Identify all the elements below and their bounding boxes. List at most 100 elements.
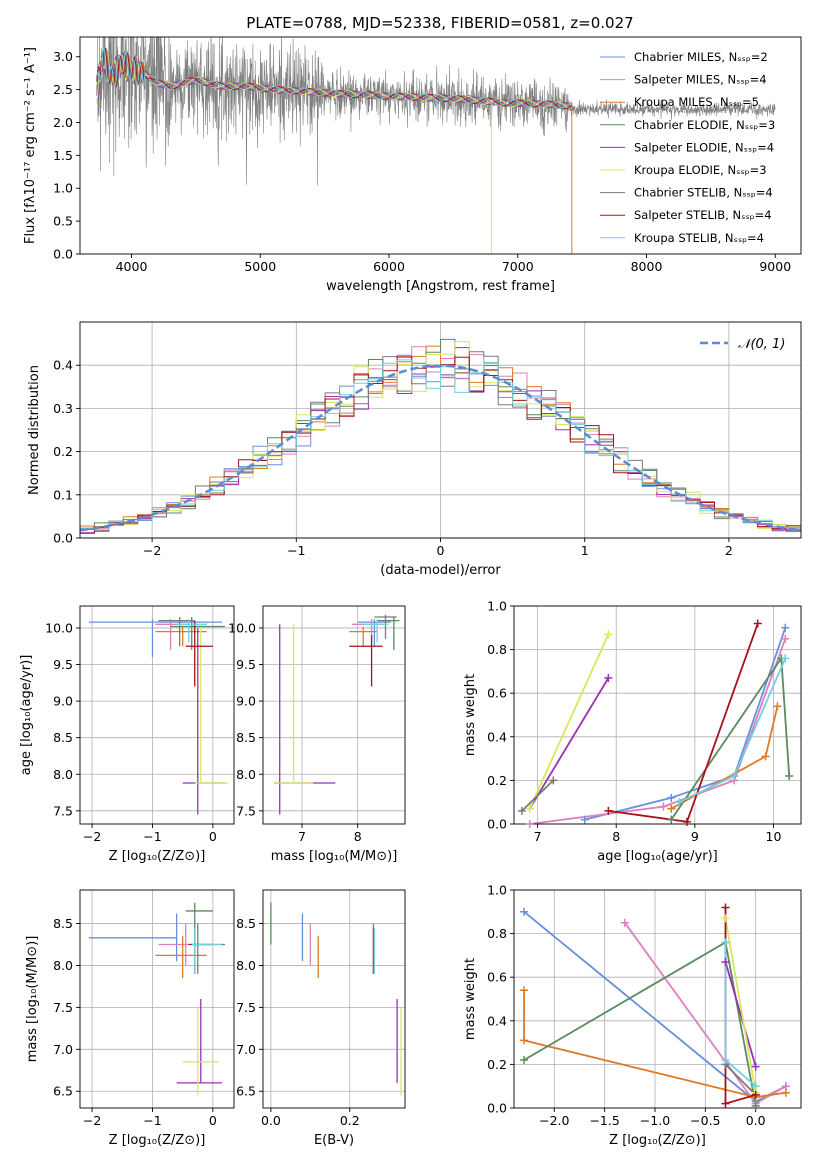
spectrum-xlabel: wavelength [Angstrom, rest frame] <box>326 279 555 294</box>
mass-weight-marker <box>580 815 589 824</box>
mass_vs_Z-ytick-label: 7.0 <box>53 1042 73 1057</box>
legend-entry: Kroupa ELODIE, Nₛₛₚ=3 <box>634 163 767 177</box>
mass_vs_Z-plot-area <box>89 902 225 1096</box>
age_vs_Z-ytick-label: 8.0 <box>53 767 73 782</box>
weight_vs_age-panel: 7 8 9 10 0.0 0.2 0.4 0.6 0.8 1.0 age [log₁₀(age/yr… <box>463 599 802 864</box>
spectrum-plot-area <box>96 37 776 254</box>
legend-entry: Salpeter MILES, Nₛₛₚ=4 <box>634 73 767 87</box>
weight_vs_age-ytick-label: 0.0 <box>487 817 507 832</box>
mass_vs_ebv-ytick-label: 8.5 <box>236 916 256 931</box>
age_vs_mass-ytick-label: 9.0 <box>236 694 256 709</box>
weight_vs_age-plot-area <box>521 623 791 824</box>
age_vs_mass-frame <box>262 605 406 825</box>
weight_vs_age-xlabel: age [log₁₀(age/yr)] <box>597 849 718 864</box>
weight_vs_age-ylabel: mass weight <box>463 674 478 756</box>
mass-weight-marker <box>604 630 613 639</box>
spectrum-ytick-label: 2.0 <box>53 115 73 130</box>
age_vs_Z-xlabel: Z [log₁₀(Z/Z⊙)] <box>109 849 206 864</box>
spectrum-ytick-label: 0.0 <box>53 247 73 262</box>
model-spectrum-line-4 <box>96 52 573 109</box>
age_vs_Z-ytick-label: 9.5 <box>53 657 73 672</box>
legend-entry: Chabrier ELODIE, Nₛₛₚ=3 <box>634 118 775 132</box>
legend-entry: Kroupa MILES, Nₛₛₚ=5 <box>634 95 759 109</box>
spectrum-xtick-label: 4000 <box>116 259 148 274</box>
residual_histogram-ylabel: Normed distribution <box>27 365 42 495</box>
spectrum-panel: 4000 5000 6000 7000 8000 9000 0.0 0.5 1.0 1.5 2.0 2… <box>23 36 802 294</box>
mass-weight-marker <box>667 815 676 824</box>
weight_vs_Z-xlabel: Z [log₁₀(Z/Z⊙)] <box>609 1133 706 1148</box>
mass-weight-marker <box>721 1056 730 1065</box>
mass-weight-line <box>528 633 610 810</box>
mass-weight-line <box>670 655 791 821</box>
mass-weight-marker <box>785 772 794 781</box>
weight_vs_Z-xtick-label: −0.5 <box>690 1113 720 1128</box>
mass-weight-marker <box>520 986 529 995</box>
weight_vs_Z-panel: −2.0 −1.5 −1.0 −0.5 0.0 0.0 0.2 0.4 0.6 0.8 1.0 Z [… <box>463 883 802 1148</box>
age_vs_Z-ytick-label: 8.5 <box>53 730 73 745</box>
mass-weight-marker <box>773 702 782 711</box>
weight_vs_age-xtick-label: 9 <box>691 829 699 844</box>
mass-weight-marker <box>675 798 684 807</box>
mass_vs_Z-xlabel: Z [log₁₀(Z/Z⊙)] <box>109 1133 206 1148</box>
mass-weight-marker <box>721 938 730 947</box>
legend-entry: 𝒩(0, 1) <box>738 337 785 352</box>
mass-weight-line <box>521 779 554 812</box>
mass-weight-line <box>670 706 779 810</box>
mass-weight-marker <box>753 619 762 628</box>
mass-weight-line <box>523 990 787 1099</box>
residual_histogram-plot-area <box>80 338 801 538</box>
residual_histogram-xtick-label: −1 <box>287 543 305 558</box>
age_vs_mass-ytick-label: 8.5 <box>236 730 256 745</box>
mass_vs_Z-xtick-label: −1 <box>143 1113 161 1128</box>
mass_vs_Z-xtick-label: −2 <box>83 1113 101 1128</box>
weight_vs_Z-xtick-label: −1.5 <box>589 1113 619 1128</box>
mass-weight-marker <box>520 907 529 916</box>
weight_vs_Z-ytick-label: 0.0 <box>487 1101 507 1116</box>
mass-weight-marker <box>730 772 739 781</box>
age_vs_mass-ytick-label: 8.0 <box>236 767 256 782</box>
mass-weight-marker <box>781 634 790 643</box>
age_vs_Z-ytick-label: 7.5 <box>53 803 73 818</box>
weight_vs_age-ytick-label: 0.8 <box>487 642 507 657</box>
weight_vs_age-ytick-label: 0.2 <box>487 773 507 788</box>
model-spectrum-line-7 <box>96 47 573 110</box>
residual_histogram-ytick-label: 0.3 <box>53 401 73 416</box>
residual_histogram-ytick-label: 0.2 <box>53 444 73 459</box>
mass-weight-marker <box>659 802 668 811</box>
spectrum-xtick-label: 5000 <box>244 259 276 274</box>
residual_histogram-xtick-label: −2 <box>143 543 161 558</box>
spectrum-ytick-label: 2.5 <box>53 82 73 97</box>
mass-weight-marker <box>525 804 534 813</box>
mass_vs_Z-frame <box>79 889 235 1109</box>
legend-entry: Kroupa STELIB, Nₛₛₚ=4 <box>634 231 764 245</box>
weight_vs_age-xtick-label: 8 <box>612 829 620 844</box>
mass_vs_ebv-plot-area <box>270 902 402 1096</box>
weight_vs_age-xtick-label: 7 <box>534 829 542 844</box>
weight_vs_Z-xtick-label: −1.0 <box>640 1113 670 1128</box>
mass_vs_Z-ytick-label: 7.5 <box>53 1000 73 1015</box>
residual_histogram-ytick-label: 0.4 <box>53 358 73 373</box>
weight_vs_Z-frame <box>513 889 802 1109</box>
mass-weight-marker <box>721 1099 730 1108</box>
legend-entry: Salpeter ELODIE, Nₛₛₚ=4 <box>634 140 774 154</box>
weight_vs_age-ytick-label: 0.4 <box>487 729 507 744</box>
residual_histogram-ytick-label: 0.1 <box>53 487 73 502</box>
weight_vs_Z-ytick-label: 0.6 <box>487 970 507 985</box>
legend-entry: Chabrier MILES, Nₛₛₚ=2 <box>634 50 768 64</box>
mass-weight-marker <box>517 806 526 815</box>
spectrum-frame <box>79 36 802 255</box>
mass-weight-marker <box>721 957 730 966</box>
weight_vs_age-xtick-label: 10 <box>766 829 782 844</box>
mass-weight-marker <box>682 817 691 826</box>
mass_vs_Z-ytick-label: 8.0 <box>53 958 73 973</box>
mass-weight-line <box>608 623 759 823</box>
age_vs_Z-xtick-label: 0 <box>209 829 217 844</box>
mass-weight-line <box>523 940 757 1106</box>
weight_vs_Z-ytick-label: 0.4 <box>487 1013 507 1028</box>
mass-weight-marker <box>781 654 790 663</box>
weight_vs_age-ytick-label: 1.0 <box>487 599 507 614</box>
mass-weight-marker <box>667 793 676 802</box>
mass-weight-marker <box>520 1056 529 1065</box>
mass-weight-marker <box>549 776 558 785</box>
